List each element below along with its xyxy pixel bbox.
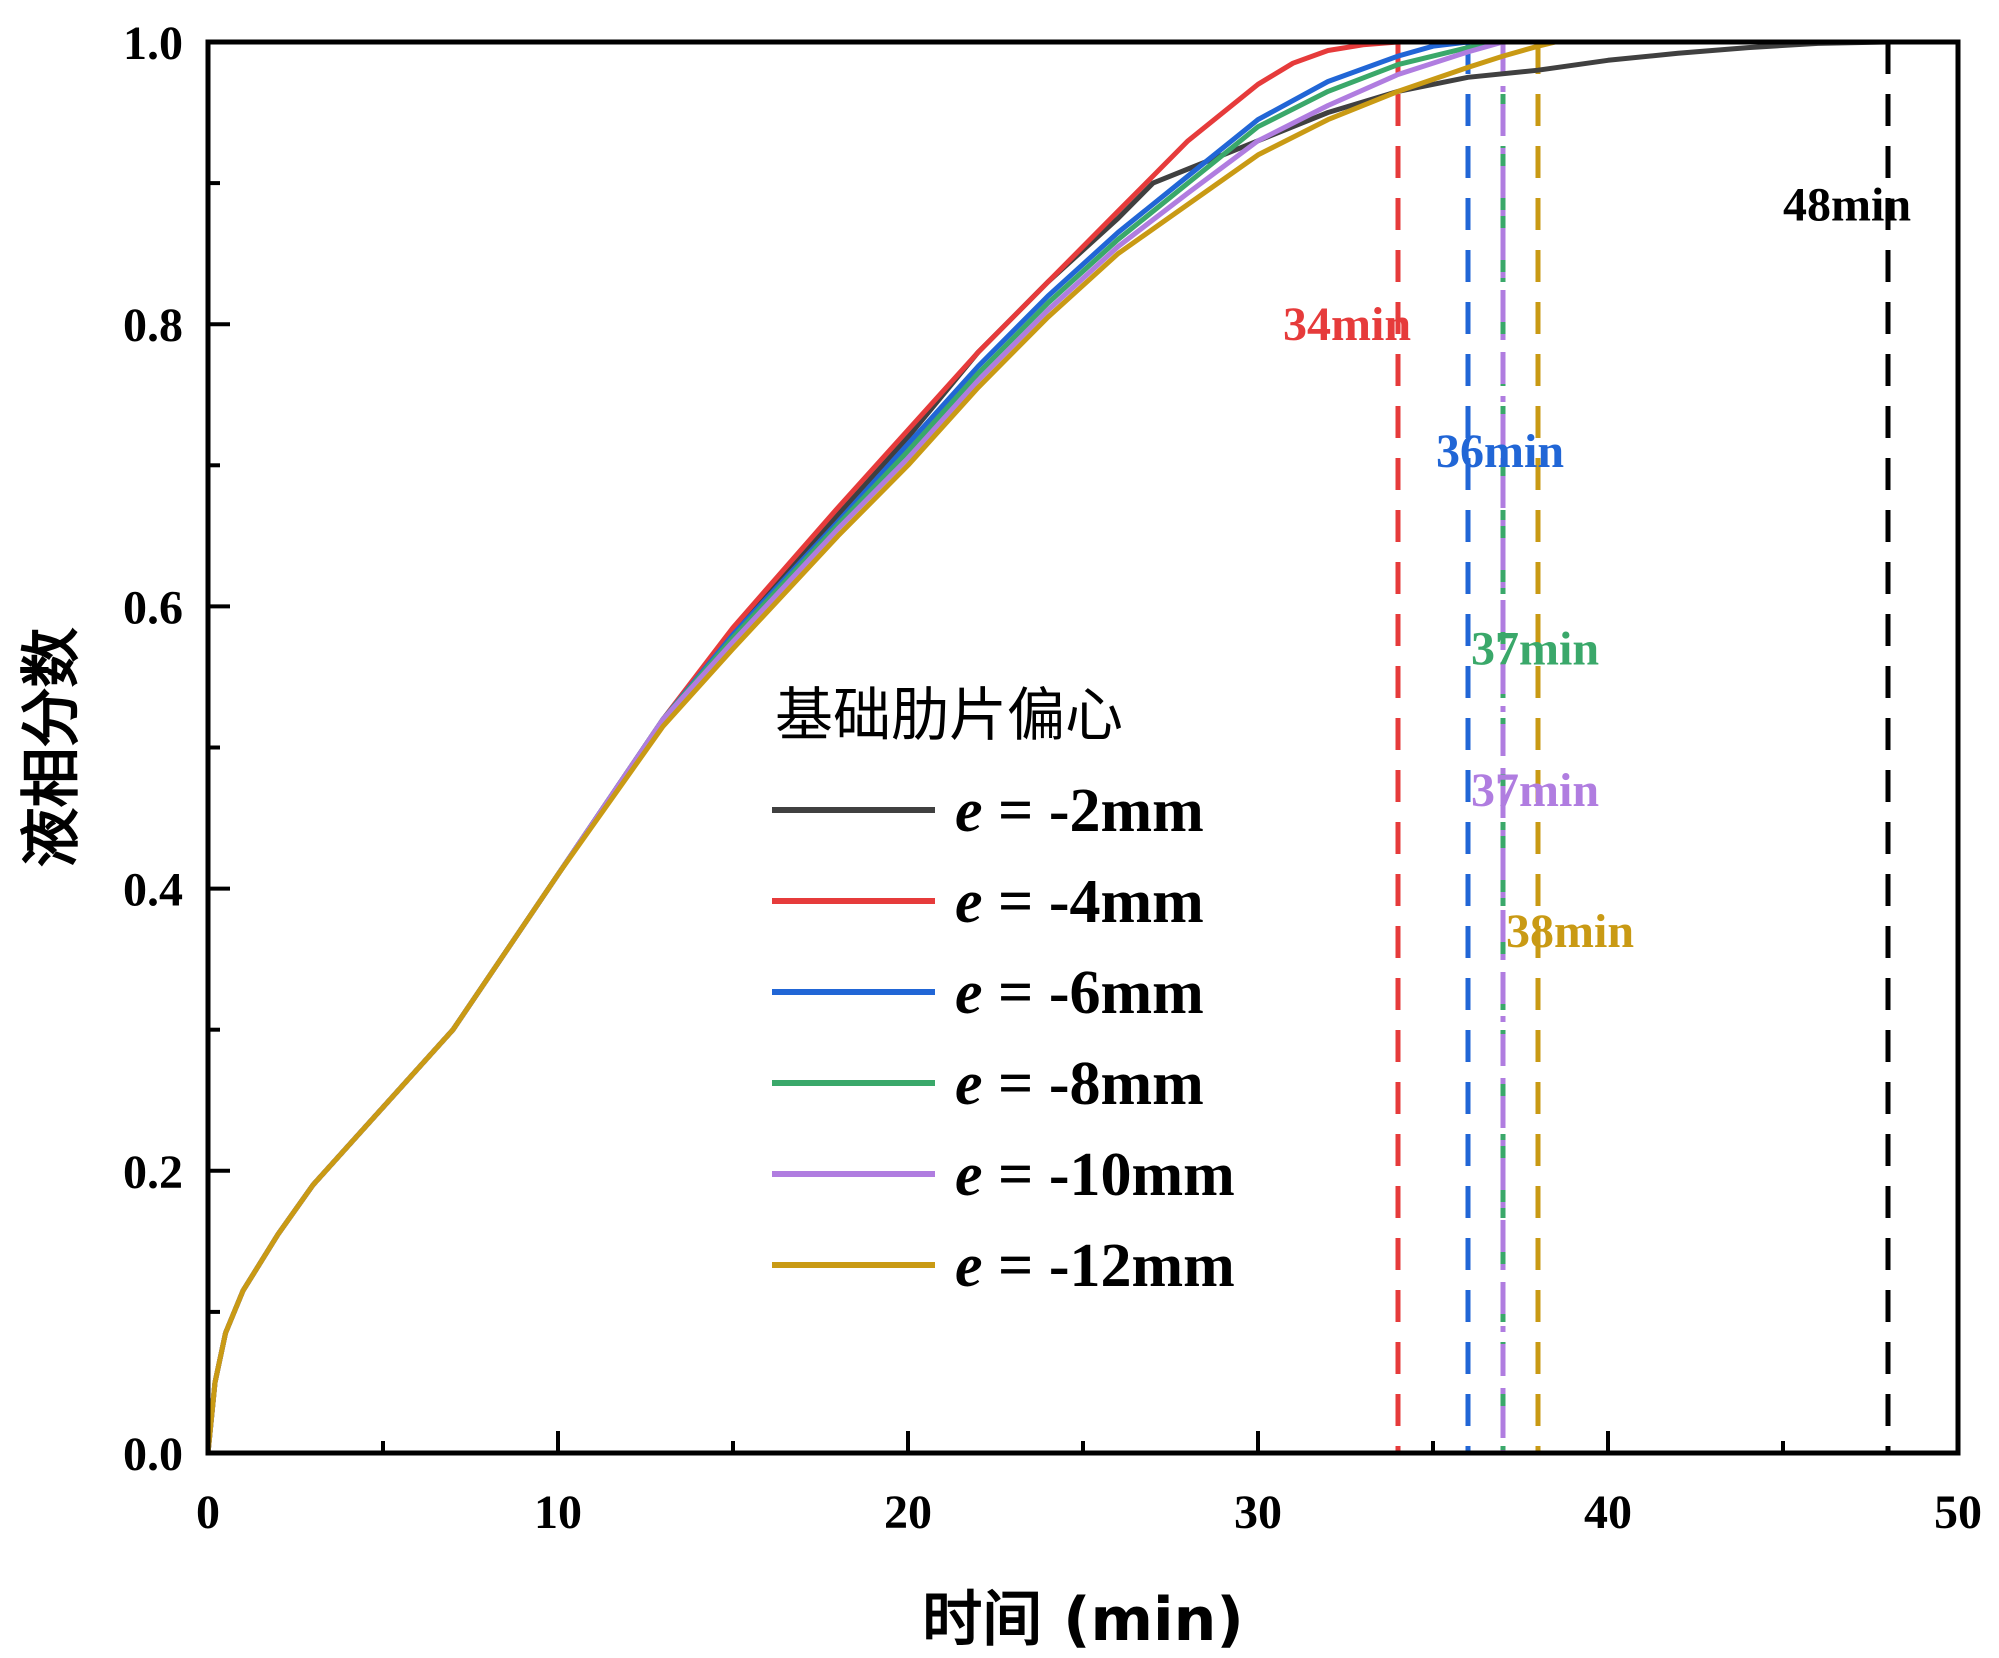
y-tick-label: 0.0 [123, 1428, 183, 1481]
y-tick-label: 0.8 [123, 299, 183, 352]
x-tick-label: 50 [1934, 1486, 1982, 1539]
x-axis-label: 时间 (min) [922, 1585, 1244, 1655]
y-tick-label: 0.2 [123, 1146, 183, 1199]
legend-entry: e = -12mm [955, 1232, 1235, 1300]
series-lines [205, 39, 1889, 1454]
annotation-labels: 34min 36min 37min 37min 38min 48min [1283, 178, 1911, 958]
x-tick-label: 10 [534, 1486, 582, 1539]
annotation-label: 37min [1471, 764, 1599, 817]
legend: 基础肋片偏心 e = -2mm e = -4mm e = -6mm e = -8mm e… [772, 681, 1235, 1300]
y-tick-label: 0.4 [123, 864, 183, 917]
y-axis-label: 液相分数 [17, 628, 87, 868]
annotation-label: 36min [1436, 425, 1564, 478]
axis-ticks: 0 10 20 30 40 50 0.0 0.2 0.4 0.6 0.8 1.0 [123, 17, 1982, 1539]
y-tick-label: 0.6 [123, 581, 183, 634]
annotation-label: 38min [1506, 905, 1634, 958]
x-tick-label: 20 [884, 1486, 932, 1539]
annotation-label: 37min [1471, 623, 1599, 676]
legend-entry: e = -6mm [955, 959, 1204, 1027]
x-tick-label: 40 [1584, 1486, 1632, 1539]
y-tick-label: 1.0 [123, 17, 183, 70]
annotation-label: 48min [1783, 178, 1911, 231]
legend-entry: e = -10mm [955, 1141, 1235, 1209]
legend-entry: e = -2mm [955, 777, 1204, 845]
series-line [205, 39, 1557, 1454]
annotation-label: 34min [1283, 298, 1411, 351]
legend-title: 基础肋片偏心 [775, 681, 1123, 749]
x-tick-label: 30 [1234, 1486, 1282, 1539]
annotation-lines [1395, 42, 1891, 1453]
x-tick-label: 0 [196, 1486, 220, 1539]
legend-entry: e = -8mm [955, 1050, 1204, 1118]
legend-entry: e = -4mm [955, 868, 1204, 936]
